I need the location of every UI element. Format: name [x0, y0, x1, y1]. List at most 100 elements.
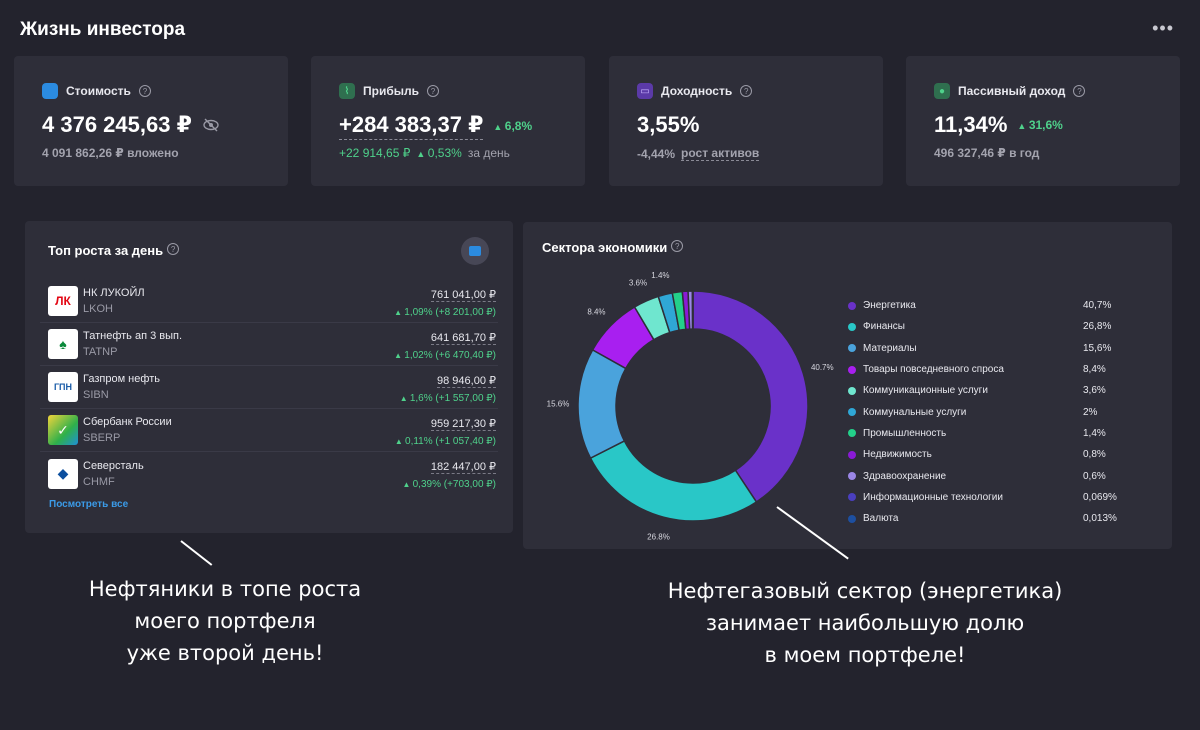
- stock-name: Газпром нефть: [83, 373, 160, 385]
- wallet-icon: [42, 83, 58, 99]
- legend-item[interactable]: Здравоохранение 0,6%: [848, 465, 1123, 486]
- legend-value: 0,069%: [1083, 491, 1117, 503]
- annotation-left: Нефтяники в топе роста моего портфеля уж…: [60, 573, 390, 669]
- stock-price: 761 041,00 ₽: [430, 288, 496, 302]
- legend-label: Финансы: [863, 321, 905, 333]
- stock-price: 98 946,00 ₽: [437, 374, 496, 388]
- stock-row[interactable]: ГПН Газпром нефть SIBN 98 946,00 ₽ 1,6% (+…: [40, 366, 498, 409]
- sectors-card: Сектора экономики? 40.7% 26.8% 15.6% 8.4% 3.…: [523, 222, 1172, 549]
- slice-label: 1.4%: [651, 271, 669, 280]
- legend-item[interactable]: Недвижимость 0,8%: [848, 444, 1123, 465]
- stock-name: Северсталь: [83, 459, 144, 472]
- stock-row[interactable]: ◆ Северсталь CHMF 182 447,00 ₽ 0,39% (+703…: [40, 452, 498, 495]
- stock-price: 641 681,70 ₽: [430, 331, 496, 345]
- legend-value: 2%: [1083, 406, 1098, 418]
- help-icon[interactable]: ?: [740, 85, 753, 97]
- legend-label: Материалы: [863, 342, 917, 354]
- donut-slice[interactable]: [589, 439, 758, 522]
- piggy-icon: ●: [934, 83, 950, 99]
- annotation-left-line: Нефтяники в топе роста: [88, 577, 362, 601]
- legend-label: Информационные технологии: [863, 491, 1003, 503]
- legend-dot: [848, 301, 856, 310]
- top-growth-card: Топ роста за день? ЛК НК ЛУКОЙЛ LKOH 761 …: [25, 221, 513, 533]
- eye-off-icon[interactable]: [202, 118, 220, 132]
- see-all-link[interactable]: Посмотреть все: [49, 499, 129, 510]
- stock-price: 959 217,30 ₽: [430, 417, 496, 431]
- severstal-logo: ◆: [48, 458, 78, 489]
- legend-dot: [848, 429, 856, 438]
- portfolio-toggle-button[interactable]: [461, 237, 489, 265]
- sectors-legend: Энергетика 40,7% Финансы 26,8% Материалы 15,6…: [848, 295, 1123, 529]
- legend-item[interactable]: Товары повседневного спроса 8,4%: [848, 359, 1123, 380]
- legend-value: 0,8%: [1083, 449, 1106, 461]
- profit-change: 6,8%: [493, 119, 532, 133]
- wallet-icon: [469, 246, 481, 256]
- legend-value: 3,6%: [1083, 385, 1106, 397]
- annotation-right-line: Нефтегазовый сектор (энергетика): [667, 579, 1063, 603]
- stock-change-pct: 1,09%: [394, 307, 433, 318]
- profit-card: ⌇ Прибыль? +284 383,37 ₽ 6,8% +22 914,65 ₽…: [311, 56, 585, 186]
- legend-item[interactable]: Коммуникационные услуги 3,6%: [848, 380, 1123, 401]
- slice-label: 15.6%: [547, 399, 570, 408]
- legend-dot: [848, 365, 856, 374]
- legend-value: 0,6%: [1083, 470, 1106, 482]
- legend-item[interactable]: Материалы 15,6%: [848, 338, 1123, 359]
- legend-label: Недвижимость: [863, 449, 932, 461]
- stock-row[interactable]: ♠ Татнефть ап 3 вып. TATNP 641 681,70 ₽ 1,…: [40, 323, 498, 366]
- legend-dot: [848, 472, 856, 481]
- slice-label: 8.4%: [587, 308, 605, 317]
- slice-label: 3.6%: [629, 279, 647, 288]
- legend-dot: [848, 322, 856, 331]
- tatneft-logo: ♠: [48, 329, 78, 359]
- legend-item[interactable]: Финансы 26,8%: [848, 316, 1123, 337]
- help-icon[interactable]: ?: [138, 85, 151, 97]
- legend-item[interactable]: Энергетика 40,7%: [848, 295, 1123, 316]
- legend-dot: [848, 493, 856, 502]
- legend-item[interactable]: Информационные технологии 0,069%: [848, 487, 1123, 508]
- stock-change-pct: 1,6%: [400, 393, 433, 404]
- help-icon[interactable]: ?: [1073, 85, 1086, 97]
- stock-ticker: SBERP: [83, 432, 121, 444]
- legend-item[interactable]: Промышленность 1,4%: [848, 423, 1123, 444]
- value-label: Стоимость: [66, 84, 131, 98]
- legend-value: 15,6%: [1083, 342, 1112, 354]
- help-icon[interactable]: ?: [167, 243, 180, 255]
- gazpromneft-logo: ГПН: [48, 372, 78, 402]
- stock-change-abs: (+6 470,40 ₽): [435, 349, 496, 361]
- stock-change-abs: (+1 557,00 ₽): [435, 392, 496, 404]
- slice-label: 40.7%: [811, 363, 834, 372]
- legend-value: 26,8%: [1083, 321, 1112, 333]
- sectors-donut-chart: 40.7% 26.8% 15.6% 8.4% 3.6% 1.4%: [547, 271, 834, 542]
- annotation-right: Нефтегазовый сектор (энергетика) занимае…: [650, 575, 1080, 671]
- legend-dot: [848, 386, 856, 395]
- stock-row[interactable]: ✓ Сбербанк России SBERP 959 217,30 ₽ 0,11%…: [40, 409, 498, 452]
- stock-ticker: SIBN: [83, 389, 109, 401]
- stock-change-abs: (+8 201,00 ₽): [435, 306, 496, 318]
- stock-row[interactable]: ЛК НК ЛУКОЙЛ LKOH 761 041,00 ₽ 1,09% (+8 2…: [40, 280, 498, 323]
- legend-label: Коммунальные услуги: [863, 406, 967, 418]
- app-title: Жизнь инвестора: [20, 19, 186, 40]
- yield-sub-value: -4,44%: [637, 146, 676, 161]
- donut-slice[interactable]: [577, 348, 627, 460]
- legend-dot: [848, 514, 856, 523]
- more-options-button[interactable]: •••: [1152, 18, 1174, 38]
- passive-change: 31,6%: [1017, 118, 1063, 132]
- legend-value: 0,013%: [1083, 513, 1117, 525]
- invested-amount: 4 091 862,26 ₽ вложено: [42, 146, 179, 160]
- value-card: Стоимость? 4 376 245,63 ₽ 4 091 862,26 ₽…: [14, 56, 288, 186]
- daily-suffix: за день: [467, 146, 510, 160]
- help-icon[interactable]: ?: [427, 85, 439, 97]
- legend-item[interactable]: Коммунальные услуги 2%: [848, 401, 1123, 422]
- chart-icon: ⌇: [339, 83, 355, 99]
- legend-dot: [848, 408, 856, 417]
- yield-sub-label[interactable]: рост активов: [681, 146, 760, 161]
- stock-ticker: LKOH: [83, 303, 113, 315]
- legend-item[interactable]: Валюта 0,013%: [848, 508, 1123, 529]
- donut-slice[interactable]: [692, 290, 809, 503]
- passive-sub: 496 327,46 ₽ в год: [934, 146, 1040, 160]
- help-icon[interactable]: ?: [671, 240, 684, 252]
- legend-label: Коммуникационные услуги: [863, 385, 988, 397]
- yield-amount: 3,55%: [637, 112, 700, 137]
- legend-label: Здравоохранение: [863, 470, 947, 482]
- stock-price: 182 447,00 ₽: [430, 461, 496, 474]
